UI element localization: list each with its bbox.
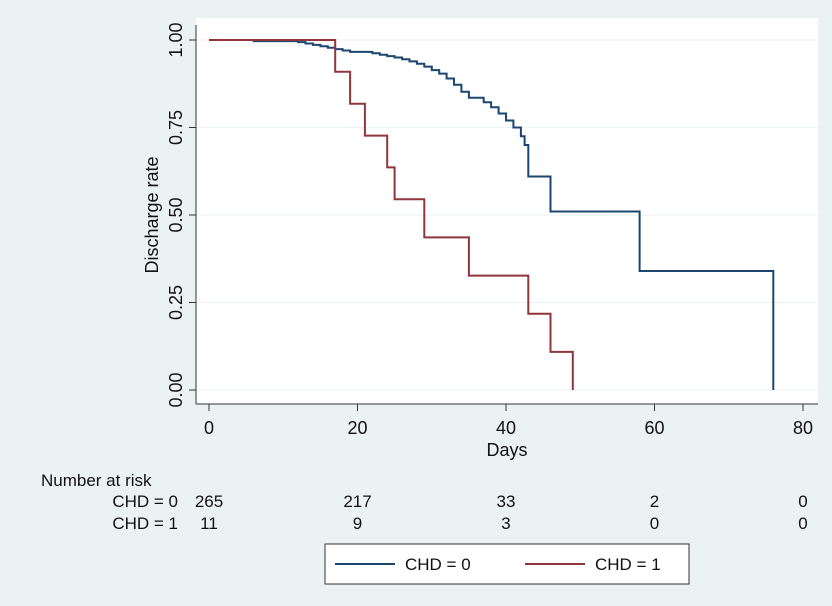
- x-tick-label-1: 20: [347, 418, 367, 438]
- x-tick-label-0: 0: [204, 418, 214, 438]
- risk-value-1-2: 3: [501, 514, 510, 533]
- y-axis-ticks: 0.00 0.25 0.50 0.75 1.00: [166, 22, 196, 408]
- risk-value-0-1: 217: [343, 492, 371, 511]
- risk-table-heading: Number at risk: [41, 471, 152, 490]
- risk-value-1-0: 11: [200, 514, 218, 533]
- survival-curve-0: [209, 39, 775, 390]
- survival-curve-1: [209, 39, 574, 390]
- x-tick-label-3: 60: [644, 418, 664, 438]
- risk-row-label-0: CHD = 0: [112, 492, 178, 511]
- x-tick-label-4: 80: [793, 418, 813, 438]
- plot-area: [196, 18, 818, 404]
- y-tick-label-3: 0.75: [166, 110, 186, 145]
- y-axis-label: Discharge rate: [142, 156, 162, 273]
- risk-value-0-2: 33: [497, 492, 516, 511]
- risk-table: Number at risk CHD = 0 265 217 33 2 0 CHD = 1 1…: [41, 471, 808, 533]
- legend: CHD = 0 CHD = 1: [324, 543, 690, 585]
- y-tick-label-2: 0.50: [166, 197, 186, 232]
- survival-curves: [209, 39, 775, 390]
- x-axis-label: Days: [486, 440, 527, 460]
- y-tick-label-0: 0.00: [166, 372, 186, 407]
- risk-value-0-4: 0: [798, 492, 807, 511]
- y-tick-label-1: 0.25: [166, 285, 186, 320]
- risk-value-1-3: 0: [650, 514, 659, 533]
- risk-value-1-4: 0: [798, 514, 807, 533]
- legend-label-1: CHD = 1: [595, 555, 661, 574]
- risk-value-1-1: 9: [353, 514, 362, 533]
- risk-row-label-1: CHD = 1: [112, 514, 178, 533]
- gridlines: [196, 39, 818, 391]
- x-tick-label-2: 40: [496, 418, 516, 438]
- risk-value-0-3: 2: [650, 492, 659, 511]
- legend-label-0: CHD = 0: [405, 555, 471, 574]
- x-axis-ticks: 0 20 40 60 80: [204, 404, 813, 438]
- risk-value-0-0: 265: [195, 492, 223, 511]
- y-tick-label-4: 1.00: [166, 22, 186, 57]
